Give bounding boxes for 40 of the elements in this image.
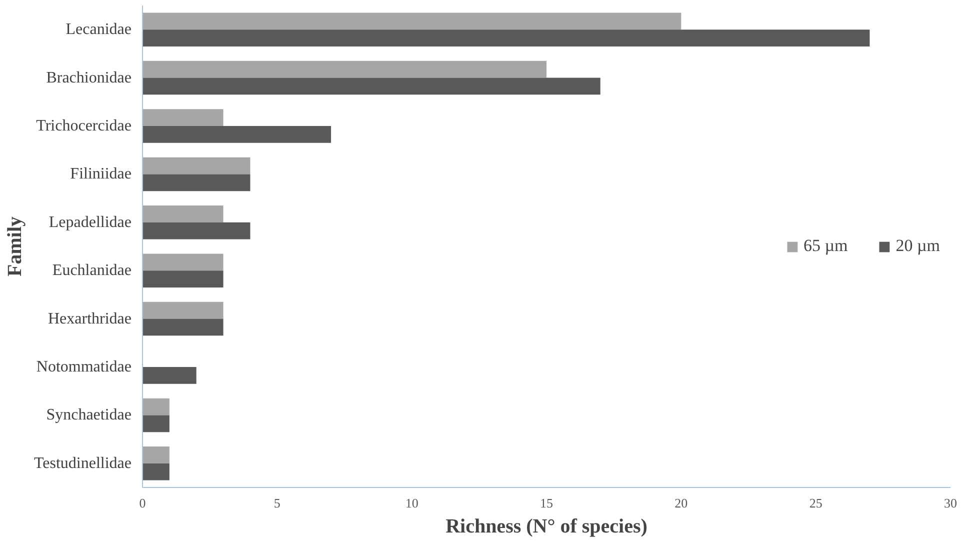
y-tick-label: Brachionidae — [46, 69, 132, 86]
y-axis-title: Family — [4, 216, 26, 276]
y-tick-label: Lepadellidae — [48, 214, 132, 231]
bar — [142, 367, 196, 384]
bar — [142, 254, 224, 271]
bar — [142, 157, 250, 174]
bar — [142, 126, 332, 143]
bar — [142, 222, 250, 240]
bar — [142, 463, 170, 480]
bar — [142, 318, 224, 336]
bar — [142, 415, 170, 432]
bar — [142, 60, 546, 78]
x-tick-label: 10 — [405, 496, 418, 510]
y-tick-label: Filiniidae — [70, 166, 132, 183]
bar — [142, 30, 870, 46]
y-tick-label: Notommatidae — [36, 358, 132, 376]
y-tick-label: Euchlanidae — [52, 262, 132, 280]
bar — [142, 174, 250, 192]
x-tick-label: 15 — [540, 496, 553, 510]
bar — [142, 398, 170, 416]
x-axis-title: Richness (N° of species) — [446, 516, 648, 538]
x-tick-label: 5 — [274, 496, 280, 510]
x-tick-label: 25 — [809, 496, 822, 510]
bar — [142, 206, 224, 222]
bar — [142, 78, 600, 95]
bar — [142, 12, 682, 30]
x-tick-label: 30 — [944, 496, 957, 510]
y-tick-label: Synchaetidae — [46, 406, 132, 424]
bar — [142, 109, 224, 126]
legend-label: 65 µm — [803, 236, 848, 256]
x-tick-label: 20 — [674, 496, 688, 510]
y-tick-label: Hexarthridae — [48, 310, 132, 328]
y-tick-label: Trichocercidae — [36, 118, 132, 134]
bar — [142, 446, 170, 464]
bar — [142, 270, 224, 288]
legend-label: 20 µm — [896, 236, 940, 256]
y-tick-label: Lecanidae — [66, 21, 132, 38]
bar — [142, 302, 224, 319]
x-tick-label: 0 — [139, 496, 146, 510]
y-tick-label: Testudinellidae — [34, 454, 132, 472]
